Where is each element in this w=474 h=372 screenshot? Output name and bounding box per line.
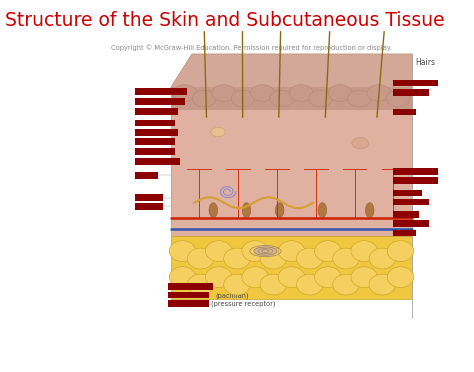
Circle shape xyxy=(224,248,250,269)
Text: Copyright © McGraw-Hill Education. Permission required for reproduction or displ: Copyright © McGraw-Hill Education. Permi… xyxy=(111,45,392,51)
Circle shape xyxy=(278,267,305,288)
Text: (pressure receptor): (pressure receptor) xyxy=(211,301,275,307)
Ellipse shape xyxy=(365,203,374,218)
FancyBboxPatch shape xyxy=(393,230,416,236)
Ellipse shape xyxy=(212,84,236,101)
FancyBboxPatch shape xyxy=(393,80,438,86)
Ellipse shape xyxy=(270,90,294,107)
Ellipse shape xyxy=(347,90,371,107)
FancyBboxPatch shape xyxy=(135,138,175,145)
Text: Hairs: Hairs xyxy=(415,58,435,67)
Ellipse shape xyxy=(231,90,255,107)
Ellipse shape xyxy=(352,138,369,149)
Circle shape xyxy=(333,274,359,295)
Circle shape xyxy=(242,241,268,262)
Ellipse shape xyxy=(318,203,327,218)
FancyBboxPatch shape xyxy=(393,177,438,184)
Ellipse shape xyxy=(386,90,410,107)
FancyBboxPatch shape xyxy=(393,168,438,175)
Circle shape xyxy=(369,248,396,269)
FancyBboxPatch shape xyxy=(135,172,158,179)
Ellipse shape xyxy=(275,203,284,218)
Circle shape xyxy=(351,267,377,288)
FancyBboxPatch shape xyxy=(393,89,429,96)
Ellipse shape xyxy=(192,90,216,107)
FancyBboxPatch shape xyxy=(168,283,213,290)
FancyBboxPatch shape xyxy=(393,220,429,227)
FancyBboxPatch shape xyxy=(135,194,163,201)
FancyBboxPatch shape xyxy=(171,87,412,110)
FancyBboxPatch shape xyxy=(135,108,178,115)
Circle shape xyxy=(187,248,214,269)
FancyBboxPatch shape xyxy=(135,148,175,155)
Ellipse shape xyxy=(328,84,352,101)
Ellipse shape xyxy=(254,246,277,257)
Circle shape xyxy=(206,267,232,288)
Circle shape xyxy=(333,248,359,269)
Circle shape xyxy=(315,241,341,262)
Circle shape xyxy=(351,241,377,262)
Ellipse shape xyxy=(209,203,218,218)
Circle shape xyxy=(315,267,341,288)
Circle shape xyxy=(169,241,196,262)
Circle shape xyxy=(242,267,268,288)
FancyBboxPatch shape xyxy=(393,190,422,196)
Circle shape xyxy=(260,248,287,269)
Circle shape xyxy=(169,267,196,288)
Ellipse shape xyxy=(309,90,332,107)
Circle shape xyxy=(206,241,232,262)
Circle shape xyxy=(187,274,214,295)
Ellipse shape xyxy=(367,84,391,101)
FancyBboxPatch shape xyxy=(135,120,175,126)
Text: (pacinian): (pacinian) xyxy=(216,293,249,299)
FancyBboxPatch shape xyxy=(135,158,180,165)
Circle shape xyxy=(296,274,323,295)
FancyBboxPatch shape xyxy=(393,109,416,115)
FancyBboxPatch shape xyxy=(135,88,187,95)
Ellipse shape xyxy=(173,84,197,101)
Circle shape xyxy=(278,241,305,262)
Circle shape xyxy=(369,274,396,295)
Circle shape xyxy=(224,274,250,295)
FancyBboxPatch shape xyxy=(135,203,163,210)
FancyBboxPatch shape xyxy=(168,300,209,307)
FancyBboxPatch shape xyxy=(393,199,429,205)
Circle shape xyxy=(260,274,287,295)
Ellipse shape xyxy=(211,127,225,137)
Circle shape xyxy=(387,241,414,262)
Polygon shape xyxy=(171,54,412,87)
FancyBboxPatch shape xyxy=(135,98,185,105)
FancyBboxPatch shape xyxy=(135,129,178,136)
Ellipse shape xyxy=(242,203,251,218)
Circle shape xyxy=(387,267,414,288)
Text: Structure of the Skin and Subcutaneous Tissue: Structure of the Skin and Subcutaneous T… xyxy=(5,11,444,30)
FancyBboxPatch shape xyxy=(168,292,209,298)
Ellipse shape xyxy=(251,84,274,101)
Ellipse shape xyxy=(289,84,313,101)
FancyBboxPatch shape xyxy=(171,87,412,236)
FancyBboxPatch shape xyxy=(393,211,419,218)
Circle shape xyxy=(296,248,323,269)
FancyBboxPatch shape xyxy=(171,236,412,299)
